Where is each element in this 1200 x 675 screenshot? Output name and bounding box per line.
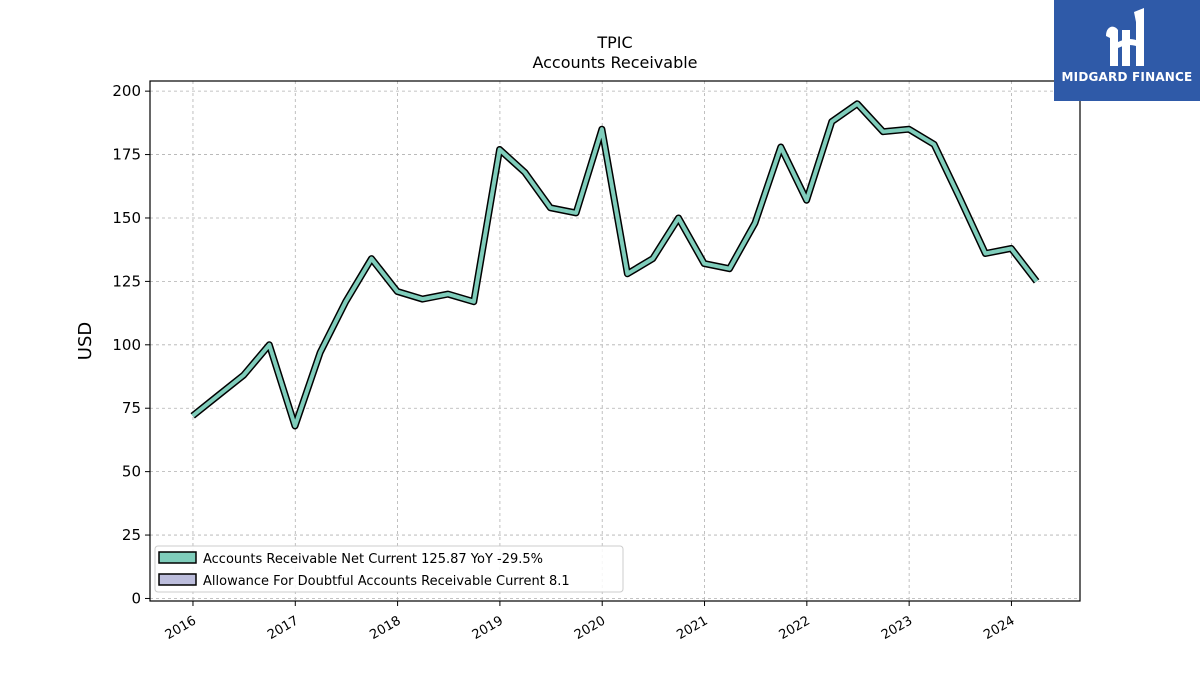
y-tick-label: 125 (112, 272, 141, 290)
grid (150, 81, 1080, 601)
y-tick-label: 100 (112, 336, 141, 354)
chart-subtitle: Accounts Receivable (532, 53, 697, 72)
series-layer (190, 100, 1040, 430)
y-axis: 0 25 50 75 100 125 150 175 200 (112, 82, 150, 607)
y-tick-label: 200 (112, 82, 141, 100)
x-axis: 2016 2017 2018 2019 2020 2021 2022 2023 2024 (163, 601, 1017, 643)
logo-text: MIDGARD FINANCE (1061, 70, 1193, 84)
x-tick-label: 2022 (777, 613, 813, 643)
x-tick-label: 2023 (879, 613, 915, 643)
legend: Accounts Receivable Net Current 125.87 Y… (154, 545, 624, 593)
y-tick-label: 150 (112, 209, 141, 227)
y-axis-label: USD (75, 322, 96, 360)
x-tick-label: 2016 (163, 613, 199, 643)
x-tick-label: 2017 (265, 613, 301, 643)
legend-swatch-allowance (158, 573, 197, 586)
x-tick-label: 2018 (367, 613, 403, 643)
legend-label-allowance: Allowance For Doubtful Accounts Receivab… (203, 574, 570, 589)
brand-logo: MIDGARD FINANCE (1054, 0, 1200, 101)
plot-frame (149, 80, 1081, 602)
series-line (191, 101, 1039, 428)
x-tick-label: 2024 (981, 613, 1017, 643)
legend-label-ar-net: Accounts Receivable Net Current 125.87 Y… (203, 552, 543, 567)
x-tick-label: 2019 (470, 613, 506, 643)
y-tick-label: 25 (122, 526, 141, 544)
y-tick-label: 75 (122, 399, 141, 417)
legend-swatch-ar-net (158, 551, 197, 564)
series-line-outline (190, 100, 1040, 430)
y-tick-label: 50 (122, 463, 141, 481)
y-tick-label: 0 (131, 589, 141, 607)
y-tick-label: 175 (112, 146, 141, 164)
logo-mark-icon (1106, 8, 1144, 66)
x-tick-label: 2021 (674, 613, 710, 643)
legend-box (154, 545, 624, 593)
chart-title: TPIC (596, 33, 632, 52)
x-tick-label: 2020 (572, 613, 608, 643)
